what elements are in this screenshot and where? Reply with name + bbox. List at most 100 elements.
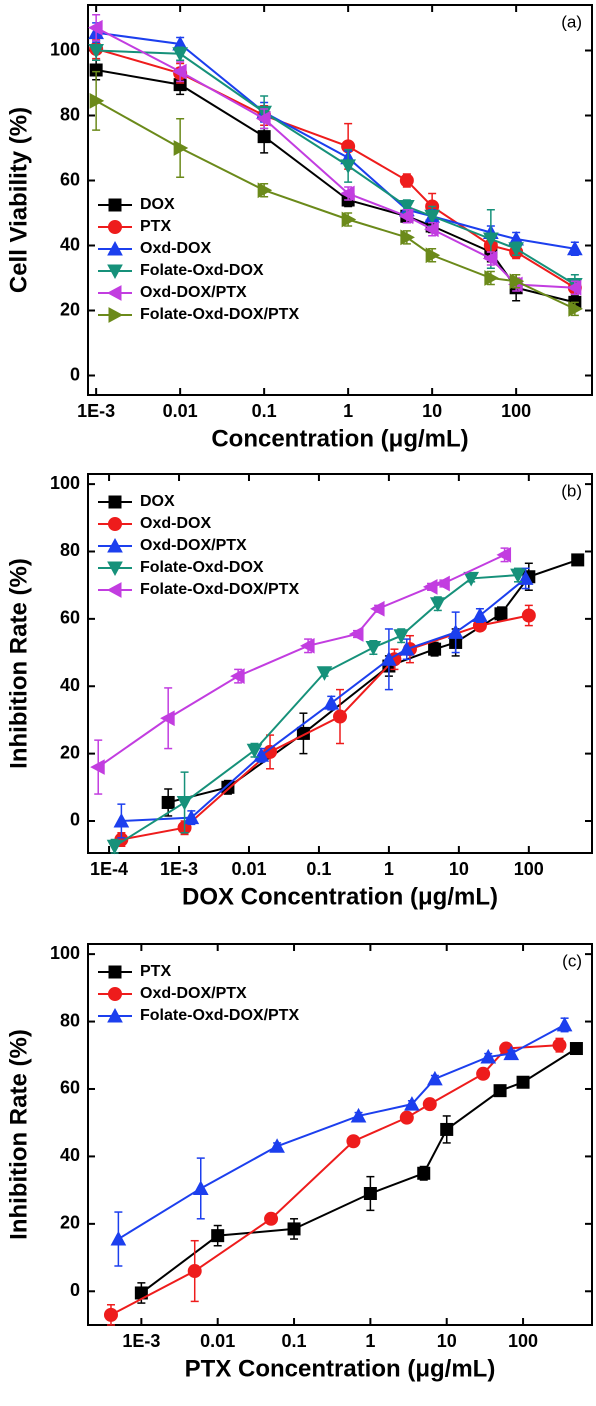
marker [106,839,123,855]
marker [172,63,187,80]
legend-label: Folate-Oxd-DOX [140,559,264,576]
y-tick-label: 80 [60,104,80,124]
marker [346,1134,361,1149]
marker [480,1048,497,1064]
marker [160,710,175,727]
marker [176,795,193,811]
marker [567,240,583,256]
marker [521,608,536,623]
x-tick-label: 1E-4 [90,859,128,879]
marker [269,1138,285,1153]
marker [399,200,415,215]
y-tick-label: 20 [60,1213,80,1233]
marker [472,607,488,622]
marker [173,140,189,156]
x-tick-label: 0.01 [231,859,266,879]
panel: 0 20 40 60 80 100 1E-4 1E-3 0.01 0.1 1 10 100 DOX Con… [5,473,593,910]
y-tick-label: 100 [50,943,80,963]
marker [370,600,385,617]
legend-label: Oxd-DOX [140,240,211,257]
marker [89,93,105,109]
marker [483,232,499,248]
marker [496,547,512,563]
marker [508,242,524,257]
marker [517,570,534,585]
x-tick-label: 100 [508,1331,538,1351]
series-line [121,614,530,841]
legend-marker [107,1007,123,1023]
legend-marker [108,517,122,531]
x-tick-label: 1E-3 [160,859,198,879]
marker [447,624,464,639]
marker [300,637,315,654]
legend-marker [108,965,122,979]
x-axis-title: Concentration (μg/mL) [211,425,468,452]
marker [463,571,480,587]
marker [503,1045,520,1061]
x-tick-label: 1 [365,1331,375,1351]
marker [424,209,440,225]
y-axis-title: Inhibition Rate (%) [5,558,32,769]
y-tick-label: 100 [50,473,80,493]
y-tick-label: 60 [60,608,80,628]
marker [187,1264,202,1279]
x-tick-label: 0.1 [252,401,277,421]
marker [571,553,585,567]
plot-frame [87,943,593,1326]
legend-marker [107,537,123,553]
legend-marker [106,582,122,598]
panel-label: (c) [562,951,582,970]
legend-label: Folate-Oxd-DOX/PTX [140,581,299,598]
y-axis-title: Cell Viability (%) [5,107,32,293]
marker [425,247,441,264]
marker [400,229,415,246]
y-tick-label: 20 [60,742,80,762]
series-line [140,1047,577,1294]
marker [510,568,526,584]
marker [103,1307,118,1322]
y-axis-title: Inhibition Rate (%) [5,1029,32,1240]
marker [493,1084,507,1098]
panel: 0 20 40 60 80 100 1E-3 0.01 0.1 1 10 100 PTX Concent… [5,943,593,1382]
legend-label: Oxd-DOX/PTX [140,985,247,1002]
marker [211,1229,225,1243]
legend-marker [108,495,122,509]
x-tick-label: 0.01 [163,401,198,421]
marker [568,301,583,317]
marker [393,629,410,644]
x-tick-label: 10 [449,859,469,879]
x-axis-title: PTX Concentration (μg/mL) [185,1355,496,1382]
marker [440,1122,454,1136]
marker [427,1070,443,1086]
legend-marker [107,240,123,256]
legend-label: Folate-Oxd-DOX/PTX [140,306,299,323]
marker [398,641,415,656]
marker [417,1166,431,1180]
marker [556,1016,573,1032]
legend-label: DOX [140,196,175,213]
marker [569,1042,583,1056]
marker [482,250,498,267]
series-line [114,574,519,848]
panel-label: (a) [561,12,582,31]
y-tick-label: 40 [60,234,80,254]
marker [256,110,271,127]
y-tick-label: 40 [60,675,80,695]
x-tick-label: 0.1 [306,859,331,879]
marker [88,19,103,36]
marker [422,1097,437,1112]
y-tick-label: 60 [60,1078,80,1098]
marker [257,182,273,199]
marker [113,812,130,828]
marker [404,1096,420,1111]
marker [484,270,499,286]
marker [363,1187,377,1201]
series-line [110,1044,560,1316]
marker [435,575,450,592]
legend-marker [106,285,122,301]
marker [424,221,439,238]
legend-marker [108,198,122,212]
legend-marker [107,561,123,577]
marker [422,579,438,595]
